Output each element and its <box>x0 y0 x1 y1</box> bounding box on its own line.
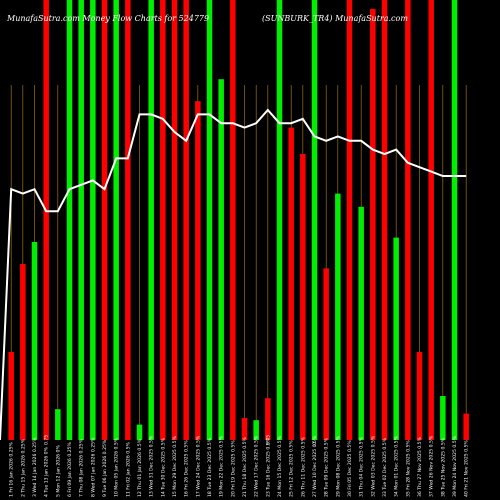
bar-33 <box>381 0 388 440</box>
bar-23 <box>265 398 271 440</box>
bar-26 <box>300 154 306 440</box>
bar-36 <box>416 352 423 440</box>
bar-10 <box>113 0 119 440</box>
x-tick-label: 35 Fri 28 Nov 2025 0.5% <box>405 440 411 497</box>
bar-8 <box>90 0 96 440</box>
bar-19 <box>218 79 224 440</box>
x-tick-label: 20 Fri 19 Dec 2025 0.5% <box>230 440 236 497</box>
x-tick-label: 29 Mon 08 Dec 2025 0.5% <box>335 435 341 497</box>
x-tick-label: 6 Fri 09 Jan 2026 0.25% <box>67 441 73 497</box>
bar-16 <box>183 0 189 440</box>
bar-4 <box>43 0 49 440</box>
x-tick-label: 15 Mon 29 Dec 2025 0.5% <box>172 435 178 497</box>
x-tick-label: 18 Tue 23 Dec 2025 0.5% <box>207 437 213 497</box>
bar-31 <box>358 206 364 440</box>
bar-32 <box>370 8 376 441</box>
x-tick-label: 3 Wed 14 Jan 2026 0.25% <box>32 437 38 497</box>
chart-title-right: (SUNBURK_TR4) MunafaSutra.com <box>262 14 408 23</box>
bar-25 <box>288 127 294 440</box>
x-tick-label: 22 Wed 17 Dec 2025 0.5% <box>254 435 260 497</box>
chart-title-left: MunafaSutra.com Money Flow Charts for 52… <box>6 14 209 23</box>
bar-28 <box>323 268 329 440</box>
x-tick-label: 19 Mon 22 Dec 2025 0.5% <box>219 435 225 497</box>
bar-29 <box>335 193 341 440</box>
axis-marker-label: 0 <box>312 442 318 445</box>
x-tick-label: 30 Fri 05 Dec 2025 0.5% <box>347 440 353 497</box>
bar-7 <box>78 0 84 440</box>
x-tick-label: 31 Thu 04 Dec 2025 0.5% <box>359 436 365 497</box>
x-tick-label: 17 Wed 24 Dec 2025 0.5% <box>195 435 201 497</box>
bar-6 <box>66 0 73 440</box>
bar-40 <box>463 413 469 440</box>
bar-22 <box>253 420 259 440</box>
bar-27 <box>311 0 318 440</box>
x-tick-label: 33 Tue 02 Dec 2025 0.5% <box>382 437 388 497</box>
x-tick-label: 40 Fri 21 Nov 2025 0.5% <box>464 440 470 497</box>
bar-20 <box>230 0 236 440</box>
x-tick-label: 38 Tue 25 Nov 2025 0.5% <box>440 437 446 497</box>
bar-15 <box>171 0 178 440</box>
bars-layer <box>8 0 469 441</box>
axis-marker-label: 0.75 <box>44 435 50 445</box>
x-tick-label: 7 Thu 08 Jan 2026 0.25% <box>79 438 85 497</box>
bar-12 <box>136 424 143 440</box>
x-tick-label: 1 Fri 16 Jan 2026 0.25% <box>9 441 15 497</box>
x-tick-label: 10 Mon 05 Jan 2026 0.5% <box>114 437 120 497</box>
x-tick-label: 36 Thu 27 Nov 2025 0.5% <box>417 436 423 497</box>
x-tick-label: 23 Tue 16 Dec 2025 0.5% <box>265 437 271 497</box>
bar-39 <box>451 0 458 440</box>
x-tick-label: 39 Mon 24 Nov 2025 0.5% <box>452 435 458 497</box>
bar-37 <box>428 0 434 440</box>
bar-14 <box>160 0 166 440</box>
x-tick-label: 12 Thu 01 Jan 2026 0.5% <box>137 438 143 497</box>
bar-2 <box>20 264 26 440</box>
bar-18 <box>206 0 213 440</box>
bar-1 <box>8 352 14 440</box>
x-tick-label: 25 Fri 12 Dec 2025 0.5% <box>289 440 295 497</box>
x-tick-label: 32 Wed 03 Dec 2025 0.5% <box>370 435 376 497</box>
x-tick-label: 8 Wed 07 Jan 2026 0.25% <box>90 437 96 497</box>
x-tick-label: 21 Thu 18 Dec 2025 0.5% <box>242 436 248 497</box>
bar-13 <box>148 0 154 440</box>
x-tick-label: 11 Fri 02 Jan 2026 0.5% <box>125 441 131 497</box>
x-tick-label: 16 Fri 26 Dec 2025 0.5% <box>184 440 190 497</box>
bar-21 <box>241 418 248 440</box>
money-flow-line <box>0 108 467 441</box>
bar-35 <box>405 0 411 440</box>
bar-38 <box>440 396 446 440</box>
x-tick-label: 24 Mon 15 Dec 2025 0.5% <box>277 435 283 497</box>
x-tick-label: 34 Mon 01 Dec 2025 0.5% <box>394 435 400 497</box>
axis-marker-label: 0.75 <box>265 435 271 445</box>
x-tick-label: 4 Tue 13 Jan 2026 0% <box>44 446 50 497</box>
x-tick-label: 26 Thu 11 Dec 2025 0.5% <box>300 436 306 497</box>
bar-30 <box>346 0 353 440</box>
x-tick-label: 37 Wed 26 Nov 2025 0.5% <box>429 435 435 497</box>
bar-3 <box>31 242 38 440</box>
x-tick-label: 14 Tue 30 Dec 2025 0.5% <box>160 437 166 497</box>
x-tick-label: 5 Mon 12 Jan 2026 0% <box>55 445 61 497</box>
bar-24 <box>276 0 283 440</box>
x-tick-label: 27 Wed 10 Dec 2025 0.5% <box>312 435 318 497</box>
x-tick-label: 2 Thu 15 Jan 2026 0.25% <box>20 438 26 497</box>
axis-marker-labels: 0.75 0.75 0 <box>44 435 318 445</box>
x-axis-labels: 1 Fri 16 Jan 2026 0.25% 2 Thu 15 Jan 2026… <box>9 435 470 497</box>
bar-5 <box>55 409 61 440</box>
bar-17 <box>195 101 201 440</box>
bar-11 <box>125 0 131 440</box>
bar-34 <box>393 237 399 440</box>
x-tick-label: 13 Wed 31 Dec 2025 0.5% <box>149 435 155 497</box>
bar-9 <box>101 0 108 440</box>
x-tick-label: 28 Tue 09 Dec 2025 0.5% <box>324 437 330 497</box>
x-tick-label: 9 Tue 06 Jan 2026 0.25% <box>102 439 108 497</box>
